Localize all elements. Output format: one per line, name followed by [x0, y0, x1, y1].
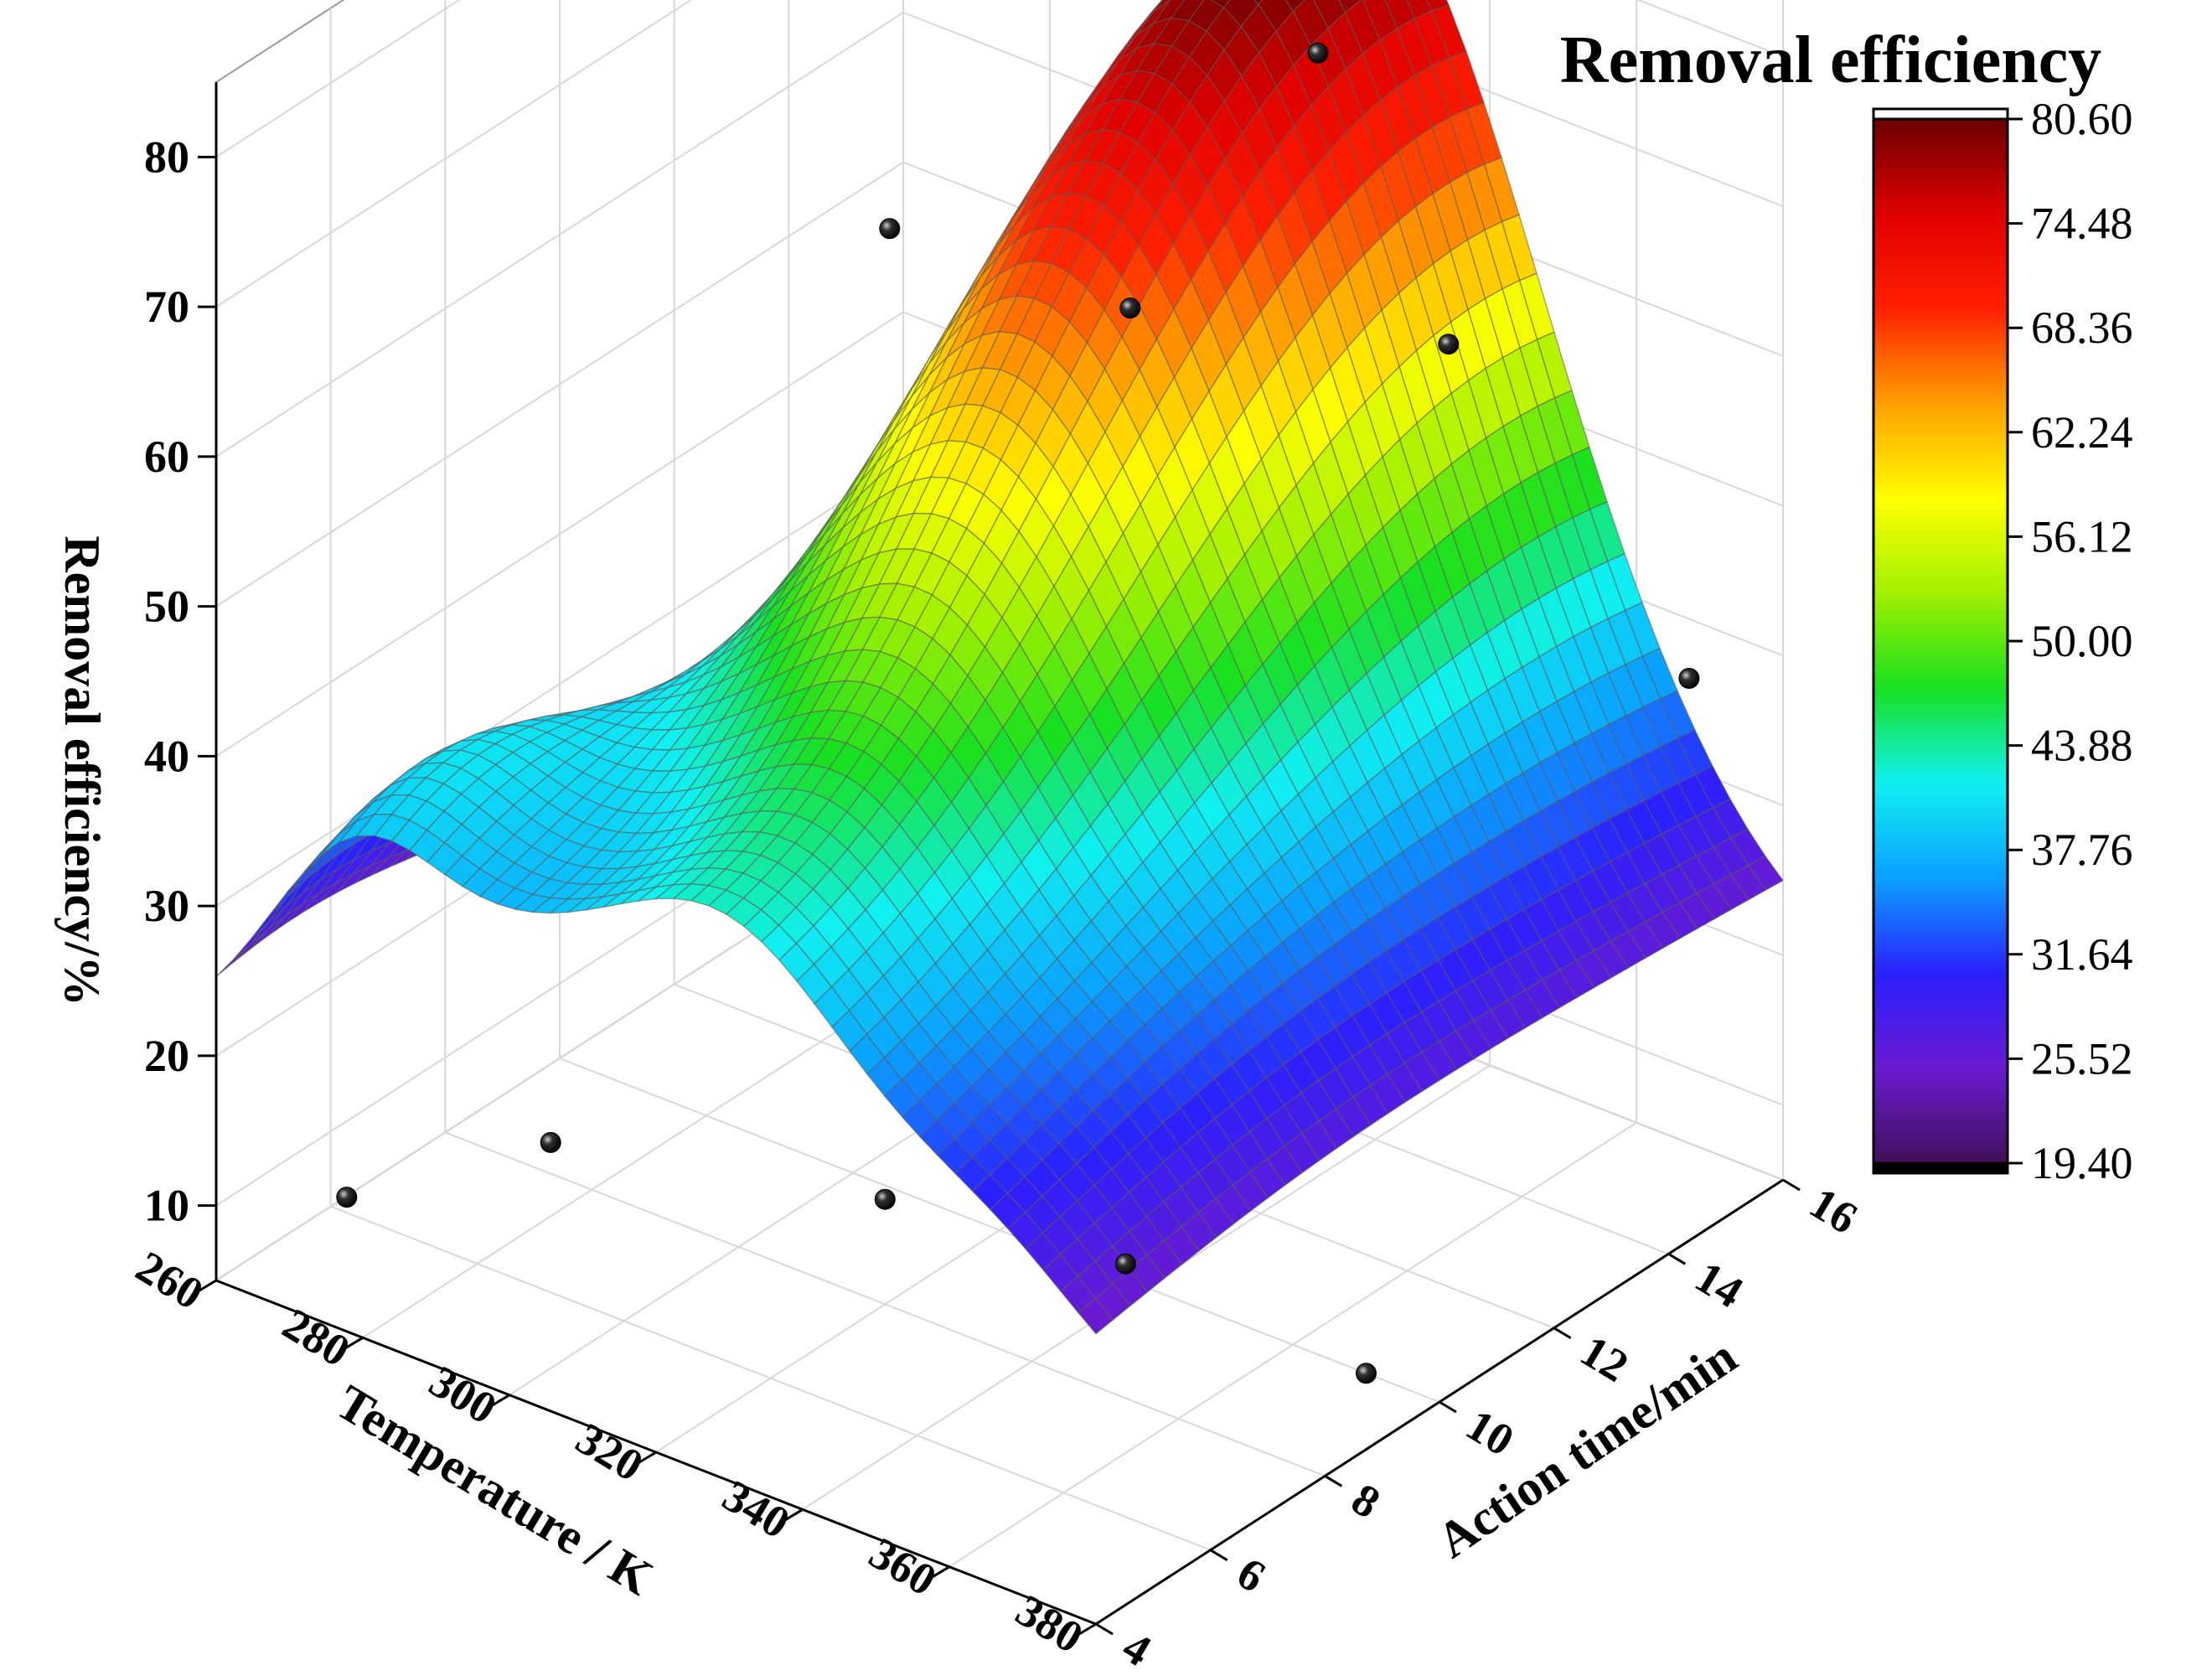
y-tick-mark — [1782, 1178, 1801, 1192]
left-grid-z — [215, 0, 693, 308]
z-tick-label: 10 — [144, 1181, 189, 1231]
colorbar-cap-bottom — [1872, 1161, 2009, 1175]
data-point — [1114, 1253, 1136, 1275]
data-point — [336, 1187, 358, 1208]
colorbar-tick-label: 37.76 — [2031, 825, 2133, 875]
data-point — [1438, 334, 1460, 355]
y-tick-label: 6 — [1228, 1548, 1274, 1602]
y-tick-mark — [1209, 1549, 1228, 1561]
data-point — [1119, 297, 1141, 319]
x-tick-mark — [199, 1279, 217, 1292]
colorbar-title: Removal efficiency — [1560, 23, 2101, 97]
left-grid-z — [215, 461, 904, 907]
y-tick-label: 10 — [1458, 1399, 1522, 1466]
data-point — [1307, 42, 1329, 64]
colorbar-tick-label: 43.88 — [2031, 721, 2133, 771]
response-surface — [215, 0, 1785, 1335]
x-tick-mark — [345, 1337, 364, 1349]
surface-patch — [1253, 0, 1264, 6]
x-tick-label: 260 — [127, 1241, 211, 1319]
data-point — [1678, 668, 1700, 689]
colorbar-tick-label: 50.00 — [2031, 616, 2133, 666]
left-grid-z — [215, 311, 904, 758]
x-tick-mark — [492, 1394, 510, 1406]
axis-lines — [198, 82, 1801, 1636]
colorbar-tick-label: 74.48 — [2031, 199, 2133, 249]
z-tick-label: 40 — [144, 731, 189, 781]
colorbar-tick-label: 80.60 — [2031, 94, 2133, 144]
left-grid-z — [215, 12, 904, 458]
z-tick-label: 80 — [144, 132, 189, 182]
x-tick-mark — [932, 1565, 950, 1578]
x-tick-mark — [785, 1508, 804, 1521]
data-point — [540, 1131, 561, 1153]
colorbar-tick-label: 56.12 — [2031, 511, 2133, 561]
colorbar-ticks: 80.60 74.48 68.36 62.24 56.12 50.00 43.88 37.76… — [2008, 94, 2133, 1188]
colorbar-tick-label: 19.40 — [2031, 1138, 2133, 1188]
y-tick-mark — [1553, 1327, 1572, 1339]
data-point — [1356, 1363, 1377, 1384]
y-tick-label: 16 — [1801, 1177, 1866, 1244]
z-tick-label: 50 — [144, 582, 189, 632]
colorbar: Removal efficiency 80.60 74.48 68.36 62.24 5… — [1560, 23, 2133, 1188]
colorbar-tick-label: 25.52 — [2031, 1033, 2133, 1084]
colorbar-tick-label: 62.24 — [2031, 407, 2133, 458]
y-tick-label: 8 — [1343, 1473, 1388, 1528]
z-axis-title: Removal efficiency/% — [54, 535, 110, 1006]
data-point — [879, 218, 901, 240]
data-point — [874, 1188, 896, 1210]
floor-grid-y — [330, 1205, 1212, 1551]
z-tick-label: 20 — [144, 1031, 189, 1081]
y-tick-mark — [1324, 1475, 1343, 1487]
left-grid-z — [215, 161, 904, 608]
z-tick-label: 60 — [144, 432, 189, 482]
y-tick-label: 12 — [1572, 1326, 1636, 1392]
y-tick-mark — [1095, 1622, 1114, 1636]
x-tick-mark — [1078, 1622, 1097, 1636]
z-tick-label: 70 — [144, 282, 189, 332]
left-grid-z — [215, 0, 461, 158]
floor-grid-y — [559, 1058, 1440, 1403]
floor-grid-y — [444, 1131, 1326, 1477]
z-tick-label: 30 — [144, 881, 189, 931]
y-tick-label: 4 — [1114, 1622, 1160, 1676]
y-tick-mark — [1439, 1400, 1457, 1414]
colorbar-cap-top — [1872, 107, 2009, 121]
y-tick-mark — [1667, 1253, 1687, 1265]
colorbar-bar — [1872, 117, 2009, 1165]
y-tick-label: 14 — [1687, 1251, 1751, 1317]
surface-patch — [1078, 1297, 1114, 1335]
x-tick-mark — [638, 1451, 657, 1464]
colorbar-tick-label: 68.36 — [2031, 303, 2133, 353]
colorbar-tick-label: 31.64 — [2031, 929, 2133, 980]
data-points — [336, 42, 1700, 1384]
